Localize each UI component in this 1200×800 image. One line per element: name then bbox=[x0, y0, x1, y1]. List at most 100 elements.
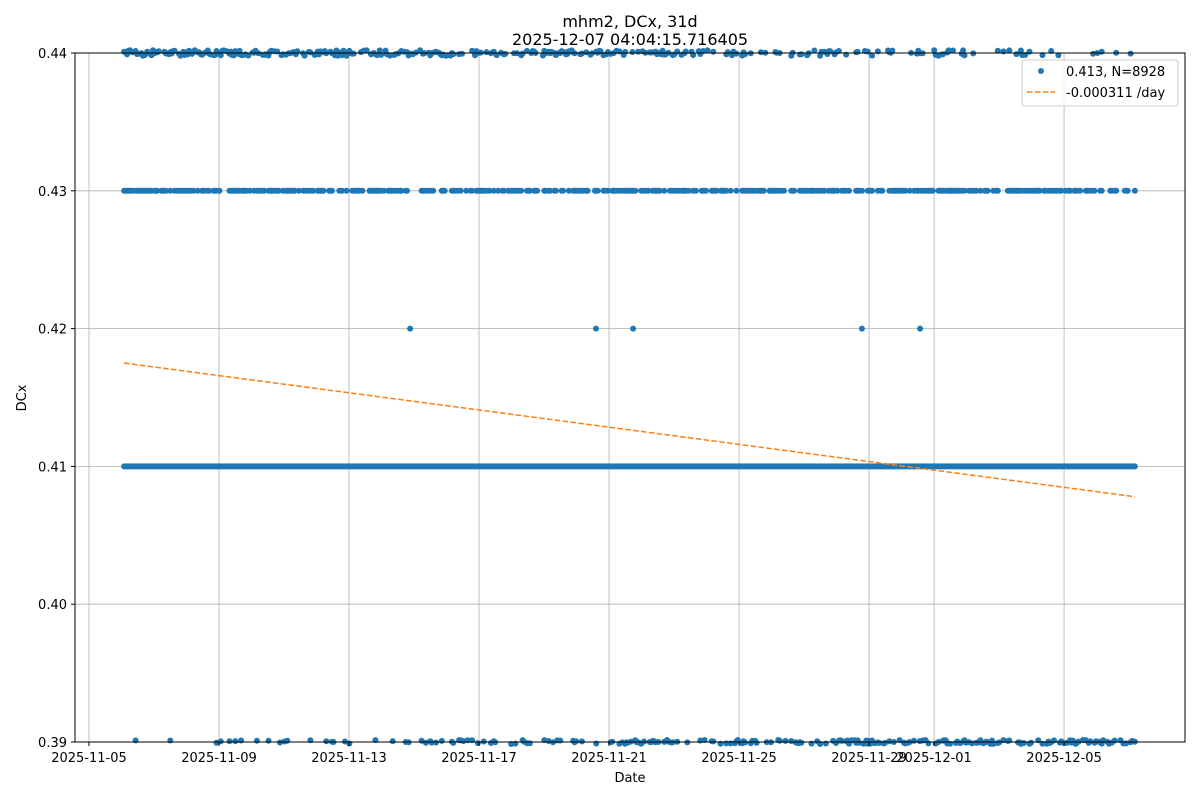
data-point bbox=[713, 187, 720, 194]
data-point bbox=[398, 187, 405, 194]
data-point bbox=[710, 738, 717, 745]
data-point bbox=[782, 737, 789, 744]
data-point bbox=[1098, 187, 1105, 194]
data-point bbox=[376, 47, 383, 54]
data-point bbox=[171, 47, 178, 54]
data-point bbox=[469, 47, 476, 54]
data-point bbox=[404, 187, 411, 194]
data-point bbox=[486, 187, 493, 194]
legend-label-points: 0.413, N=8928 bbox=[1066, 65, 1165, 80]
data-point bbox=[459, 50, 465, 57]
data-point bbox=[604, 187, 611, 194]
data-point bbox=[216, 187, 223, 194]
legend: 0.413, N=8928 -0.000311 /day bbox=[1021, 59, 1179, 107]
data-point bbox=[776, 737, 783, 744]
data-point bbox=[1113, 187, 1120, 194]
data-point bbox=[1017, 47, 1024, 54]
data-point bbox=[1026, 48, 1033, 55]
data-point-outlier bbox=[407, 325, 414, 332]
data-point bbox=[350, 50, 357, 57]
data-point bbox=[206, 187, 213, 194]
data-point bbox=[573, 738, 580, 745]
data-point bbox=[1036, 187, 1043, 194]
data-point bbox=[1058, 187, 1065, 194]
data-point bbox=[859, 187, 865, 194]
data-point bbox=[760, 187, 767, 194]
data-point bbox=[984, 187, 991, 194]
data-point bbox=[798, 51, 805, 58]
data-point bbox=[1028, 739, 1034, 746]
chart-title: mhm2, DCx, 31d bbox=[562, 12, 697, 31]
data-point bbox=[724, 49, 731, 56]
data-point bbox=[389, 738, 396, 745]
data-point bbox=[253, 737, 260, 744]
data-point bbox=[869, 52, 876, 59]
data-point bbox=[1131, 187, 1138, 194]
data-point bbox=[295, 187, 302, 194]
data-point bbox=[167, 187, 174, 194]
data-point bbox=[911, 737, 917, 744]
data-point bbox=[430, 187, 437, 194]
data-point bbox=[463, 187, 470, 194]
data-point bbox=[339, 187, 346, 194]
legend-label-trend: -0.000311 /day bbox=[1066, 86, 1165, 101]
data-point bbox=[960, 47, 967, 54]
data-point bbox=[359, 187, 366, 194]
x-tick-label: 2025-12-01 bbox=[896, 751, 972, 766]
data-point bbox=[238, 737, 245, 744]
data-point bbox=[226, 738, 233, 745]
data-point bbox=[373, 52, 380, 59]
x-tick-label: 2025-11-05 bbox=[51, 751, 127, 766]
data-point bbox=[1006, 737, 1013, 744]
trend-line-group bbox=[123, 362, 1136, 498]
x-tick-label: 2025-11-09 bbox=[181, 751, 257, 766]
data-point bbox=[284, 737, 291, 744]
chart-subtitle: 2025-12-07 04:04:15.716405 bbox=[512, 30, 748, 49]
data-point bbox=[552, 187, 559, 194]
data-point bbox=[490, 187, 497, 194]
data-point bbox=[834, 187, 841, 194]
data-point bbox=[757, 49, 764, 56]
data-point bbox=[886, 738, 893, 745]
data-point-outlier bbox=[630, 325, 637, 332]
data-point bbox=[950, 47, 956, 54]
data-point bbox=[690, 52, 697, 59]
x-tick-label: 2025-11-17 bbox=[441, 751, 517, 766]
data-point bbox=[441, 187, 448, 194]
data-point bbox=[526, 187, 533, 194]
x-tick-label: 2025-11-21 bbox=[571, 751, 647, 766]
data-point bbox=[381, 187, 387, 194]
legend-marker-points bbox=[1038, 68, 1044, 74]
data-point bbox=[854, 48, 861, 55]
data-point bbox=[343, 187, 350, 194]
trend-line bbox=[123, 362, 1136, 498]
data-point bbox=[469, 187, 476, 194]
grid bbox=[75, 52, 1185, 743]
data-point bbox=[733, 50, 740, 57]
data-point bbox=[245, 52, 252, 59]
data-point bbox=[500, 187, 507, 194]
x-axis-label: Date bbox=[614, 771, 645, 786]
data-point bbox=[994, 187, 1001, 194]
data-point bbox=[154, 187, 161, 194]
data-points bbox=[121, 47, 1138, 747]
data-point bbox=[363, 47, 370, 54]
data-point bbox=[320, 187, 327, 194]
data-point bbox=[682, 48, 689, 55]
data-point bbox=[565, 187, 572, 194]
data-point bbox=[742, 51, 748, 58]
data-point bbox=[869, 187, 876, 194]
data-point bbox=[301, 52, 308, 59]
data-point bbox=[1131, 463, 1138, 470]
data-point bbox=[307, 49, 314, 56]
data-point bbox=[275, 187, 282, 194]
x-tick-label: 2025-11-25 bbox=[701, 751, 777, 766]
data-point bbox=[961, 52, 968, 59]
data-point bbox=[560, 187, 567, 194]
data-point bbox=[1098, 48, 1105, 55]
y-tick-label: 0.44 bbox=[38, 47, 67, 62]
data-point bbox=[902, 187, 909, 194]
y-tick-label: 0.43 bbox=[38, 185, 67, 200]
data-point bbox=[534, 187, 541, 194]
